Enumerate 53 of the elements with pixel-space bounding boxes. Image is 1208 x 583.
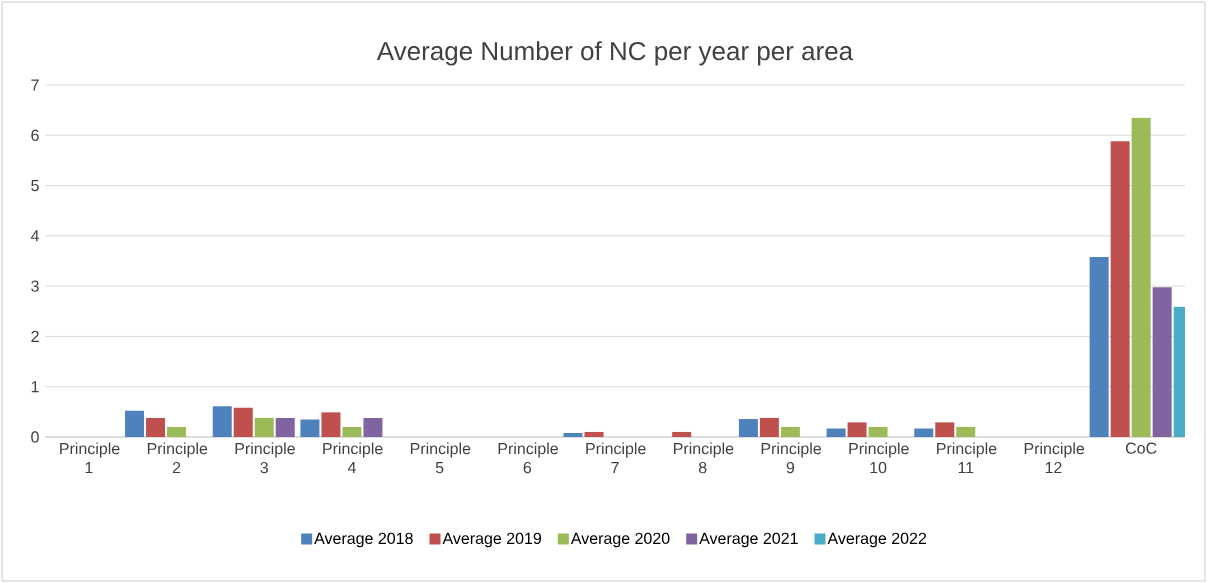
bar bbox=[672, 431, 692, 437]
bar bbox=[275, 417, 295, 437]
bar bbox=[847, 422, 867, 437]
bar bbox=[584, 431, 604, 437]
y-tick-label: 5 bbox=[31, 179, 39, 192]
bar bbox=[342, 426, 362, 437]
x-tick-label: Principle 6 bbox=[498, 442, 558, 474]
bar bbox=[363, 417, 383, 437]
x-tick-label: Principle 11 bbox=[937, 442, 997, 474]
x-tick-label: Principle 7 bbox=[586, 442, 646, 474]
bar bbox=[167, 426, 187, 437]
y-tick-label: 4 bbox=[30, 230, 39, 242]
chart-title: Average Number of NC per year per area bbox=[376, 41, 854, 66]
legend-label: Average 2022 bbox=[827, 532, 927, 548]
bar bbox=[146, 417, 166, 437]
bar bbox=[1110, 141, 1130, 437]
bar bbox=[321, 412, 341, 437]
bar bbox=[1131, 117, 1151, 437]
legend-label: Average 2018 bbox=[314, 532, 413, 548]
bar bbox=[759, 417, 779, 437]
x-tick-label: Principle 3 bbox=[235, 442, 295, 474]
x-tick-label: Principle 9 bbox=[761, 442, 822, 474]
bar bbox=[254, 417, 274, 437]
x-tick-label: Principle 10 bbox=[849, 442, 909, 474]
bar bbox=[738, 418, 758, 437]
bar bbox=[300, 419, 320, 437]
x-tick-label: CoC bbox=[1125, 442, 1157, 454]
x-tick-label: Principle 1 bbox=[60, 442, 120, 474]
x-tick-label: Principle 12 bbox=[1024, 442, 1085, 474]
x-tick-label: Principle 8 bbox=[674, 442, 734, 474]
bar bbox=[125, 410, 145, 437]
bar bbox=[1089, 256, 1109, 437]
legend-label: Average 2021 bbox=[699, 532, 798, 548]
x-tick-label: Principle 4 bbox=[323, 442, 383, 474]
bar bbox=[935, 422, 955, 437]
bar bbox=[780, 426, 800, 437]
y-tick-label: 2 bbox=[31, 330, 39, 342]
y-tick-label: 6 bbox=[31, 129, 39, 141]
legend-label: Average 2020 bbox=[570, 532, 670, 548]
x-tick-label: Principle 5 bbox=[410, 442, 471, 474]
y-tick-label: 3 bbox=[31, 280, 39, 292]
bar bbox=[868, 426, 888, 437]
bar bbox=[914, 428, 934, 437]
y-tick-label: 0 bbox=[31, 431, 39, 443]
y-tick-label: 7 bbox=[31, 79, 39, 91]
x-tick-label: Principle 2 bbox=[147, 442, 208, 474]
bar bbox=[826, 428, 846, 437]
bar bbox=[212, 406, 232, 437]
legend-label: Average 2019 bbox=[442, 532, 542, 548]
bar bbox=[956, 426, 976, 437]
bar bbox=[563, 432, 583, 437]
y-tick-label: 1 bbox=[31, 381, 39, 393]
bar bbox=[233, 407, 253, 437]
